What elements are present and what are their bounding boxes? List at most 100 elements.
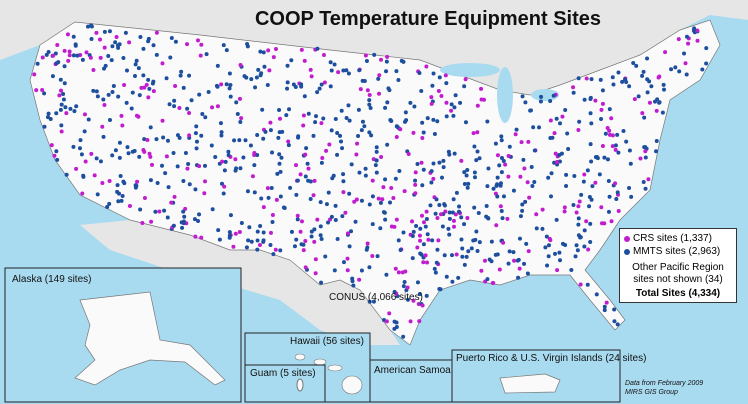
site-dot <box>520 94 525 99</box>
site-dot <box>324 202 329 207</box>
site-dot <box>603 131 608 136</box>
site-dot <box>98 37 103 42</box>
site-dot <box>142 137 147 142</box>
site-dot <box>606 178 611 183</box>
site-dot <box>336 70 341 75</box>
site-dot <box>318 200 323 205</box>
site-dot <box>341 260 346 265</box>
site-dot <box>58 77 63 82</box>
site-dot <box>204 52 209 57</box>
site-dot <box>332 62 337 67</box>
site-dot <box>110 44 115 49</box>
site-dot <box>228 82 233 87</box>
site-dot <box>385 100 390 105</box>
site-dot <box>451 218 456 223</box>
site-dot <box>645 56 650 61</box>
site-dot <box>185 166 190 171</box>
site-dot <box>374 158 379 163</box>
site-dot <box>317 86 322 91</box>
site-dot <box>277 161 282 166</box>
site-dot <box>313 257 318 262</box>
site-dot <box>138 34 143 39</box>
site-dot <box>154 30 159 35</box>
legend-label: CRS sites (1,337) <box>633 233 712 244</box>
site-dot <box>333 203 338 208</box>
site-dot <box>507 144 512 149</box>
site-dot <box>209 143 214 148</box>
site-dot <box>362 78 367 83</box>
site-dot <box>203 115 208 120</box>
site-dot <box>431 117 436 122</box>
site-dot <box>499 138 504 143</box>
site-dot <box>576 222 581 227</box>
site-dot <box>181 221 186 226</box>
site-dot <box>255 238 260 243</box>
site-dot <box>301 242 306 247</box>
lake <box>440 63 500 77</box>
site-dot <box>452 105 457 110</box>
site-dot <box>415 162 420 167</box>
site-dot <box>224 48 229 53</box>
site-dot <box>122 181 127 186</box>
site-dot <box>563 243 568 248</box>
site-dot <box>244 245 249 250</box>
site-dot <box>352 199 357 204</box>
site-dot <box>410 234 415 239</box>
site-dot <box>444 81 449 86</box>
legend-swatch <box>624 235 630 242</box>
site-dot <box>257 242 262 247</box>
site-dot <box>607 194 612 199</box>
site-dot <box>538 99 543 104</box>
site-dot <box>565 131 570 136</box>
site-dot <box>495 153 500 158</box>
site-dot <box>124 68 129 73</box>
site-dot <box>474 158 479 163</box>
site-dot <box>311 193 316 198</box>
site-dot <box>396 77 401 82</box>
site-dot <box>263 129 268 134</box>
site-dot <box>171 151 176 156</box>
site-dot <box>500 216 505 221</box>
site-dot <box>56 60 61 65</box>
site-dot <box>402 189 407 194</box>
site-dot <box>237 96 242 101</box>
site-dot <box>476 211 481 216</box>
site-dot <box>120 193 125 198</box>
site-dot <box>67 49 72 54</box>
site-dot <box>139 85 144 90</box>
site-dot <box>398 247 403 252</box>
site-dot <box>684 34 689 39</box>
site-dot <box>147 86 152 91</box>
site-dot <box>447 232 452 237</box>
site-dot <box>682 51 687 56</box>
site-dot <box>485 277 490 282</box>
site-dot <box>116 191 121 196</box>
site-dot <box>165 138 170 143</box>
site-dot <box>613 147 618 152</box>
site-dot <box>270 150 275 155</box>
site-dot <box>329 68 334 73</box>
site-dot <box>249 239 254 244</box>
site-dot <box>122 82 127 87</box>
site-dot <box>457 204 462 209</box>
site-dot <box>581 179 586 184</box>
alaska-label: Alaska (149 sites) <box>12 274 91 285</box>
site-dot <box>151 43 156 48</box>
site-dot <box>98 55 103 60</box>
site-dot <box>117 42 122 47</box>
site-dot <box>351 283 356 288</box>
site-dot <box>652 99 657 104</box>
site-dot <box>577 199 582 204</box>
site-dot <box>398 127 403 132</box>
legend-swatch <box>624 248 630 255</box>
site-dot <box>232 138 237 143</box>
site-dot <box>354 152 359 157</box>
site-dot <box>46 49 51 54</box>
site-dot <box>472 170 477 175</box>
site-dot <box>451 113 456 118</box>
site-dot <box>278 248 283 253</box>
site-dot <box>494 183 499 188</box>
site-dot <box>498 181 503 186</box>
site-dot <box>165 215 170 220</box>
site-dot <box>322 80 327 85</box>
